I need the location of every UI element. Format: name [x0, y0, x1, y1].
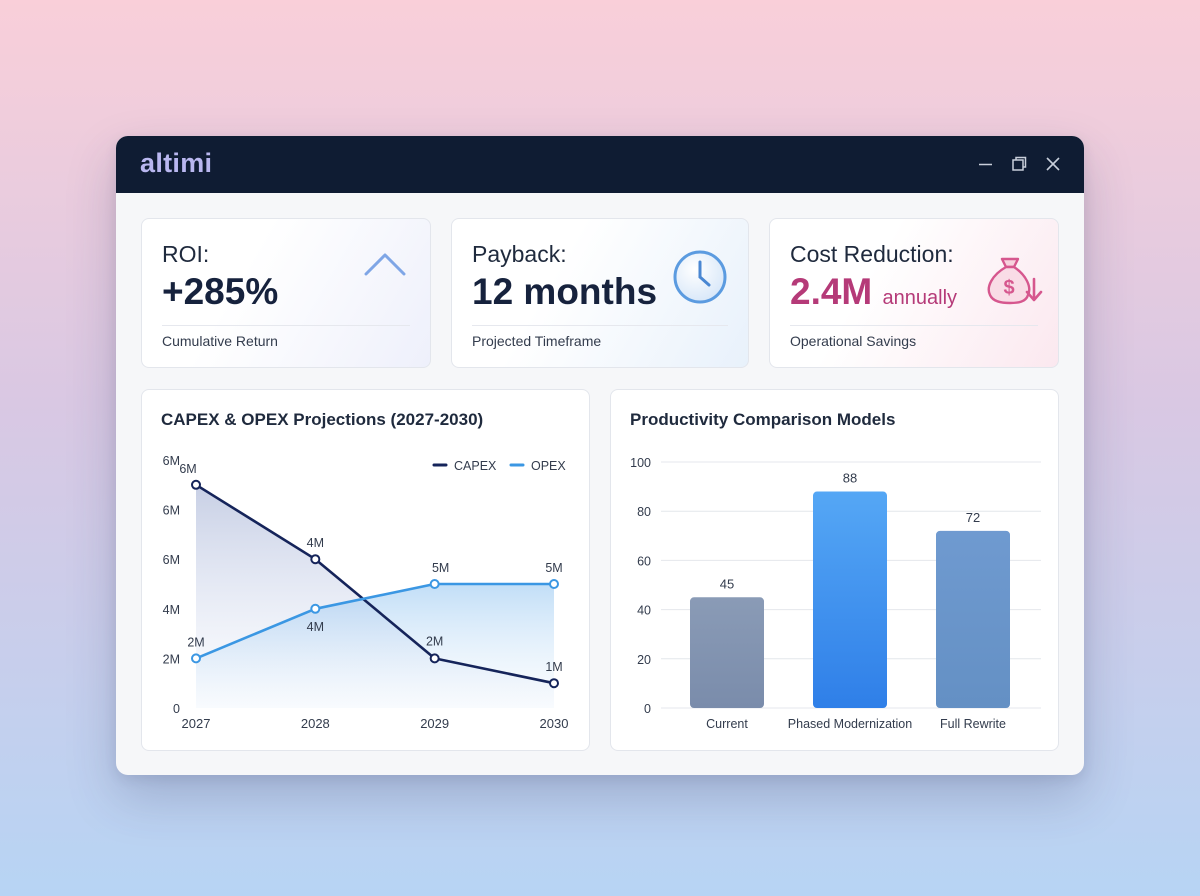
kpi-card-roi: ROI: +285% Cumulative Return [141, 218, 431, 368]
capex-data-label: 2M [426, 634, 443, 648]
x-tick-label: 2029 [420, 716, 449, 731]
x-tick-label: Full Rewrite [940, 717, 1006, 731]
x-tick-label: Current [706, 717, 748, 731]
capex-data-label: 6M [179, 462, 196, 476]
money-bag-down-icon: $ [980, 247, 1044, 314]
x-tick-label: 2030 [540, 716, 569, 731]
app-window: altimi ROI: +285% Cumulative Return Payb… [116, 136, 1084, 775]
y-tick-label: 60 [637, 554, 651, 568]
kpi-label: Payback: [472, 241, 567, 267]
y-tick-label: 6M [163, 504, 180, 518]
capex-point [310, 554, 321, 565]
kpi-subtitle: Operational Savings [790, 333, 917, 349]
bar [813, 491, 887, 708]
clock-icon [670, 247, 730, 312]
productivity-chart-card: Productivity Comparison Models 0 20 40 60 80… [610, 389, 1059, 751]
kpi-card-payback: Payback: 12 months Projected Timeframe [451, 218, 749, 368]
y-tick-label: 40 [637, 604, 651, 618]
restore-button[interactable] [1009, 154, 1029, 174]
kpi-value: 12 months [472, 271, 658, 312]
close-button[interactable] [1043, 154, 1063, 174]
x-tick-label: 2027 [182, 716, 211, 731]
x-tick-label: 2028 [301, 716, 330, 731]
bar-value-label: 72 [966, 510, 980, 525]
kpi-subtitle: Projected Timeframe [472, 333, 602, 349]
chart-title: CAPEX & OPEX Projections (2027-2030) [161, 410, 484, 429]
opex-area [196, 584, 554, 708]
capex-point [191, 479, 201, 490]
svg-text:$: $ [1003, 277, 1014, 299]
opex-data-label: 5M [545, 561, 562, 575]
y-tick-label: 100 [630, 456, 651, 470]
bar-chart: 0 20 40 60 80 100 45 Current 88 Phased Modernizat… [630, 456, 1041, 731]
capex-point [429, 653, 440, 664]
chart-title: Productivity Comparison Models [630, 410, 896, 429]
capex-line [195, 483, 555, 685]
opex-data-label: 5M [432, 561, 449, 575]
capex-data-label: 1M [545, 660, 562, 674]
kpi-value: 2.4M annually [790, 271, 957, 313]
restore-icon [1012, 156, 1027, 171]
kpi-value-suffix: annually [882, 287, 958, 309]
opex-line [195, 582, 554, 660]
capex-point [549, 678, 559, 689]
y-tick-label: 0 [173, 702, 180, 716]
minimize-button[interactable] [976, 154, 996, 174]
bar-value-label: 45 [720, 576, 734, 591]
kpi-label: ROI: [162, 241, 210, 267]
y-tick-label: 0 [644, 702, 651, 716]
opex-point [429, 579, 440, 589]
opex-data-label: 2M [187, 635, 204, 649]
arrow-up-icon [360, 249, 410, 312]
kpi-label: Cost Reduction: [790, 241, 954, 267]
y-tick-label: 4M [163, 603, 180, 617]
kpi-card-cost-reduction: Cost Reduction: 2.4M annually Operationa… [769, 218, 1059, 368]
capex-opex-chart-card: CAPEX & OPEX Projections (2027-2030) 0 2M… [141, 389, 590, 751]
divider [472, 325, 728, 326]
y-tick-label: 80 [637, 505, 651, 519]
minimize-icon [979, 163, 992, 166]
close-icon [1046, 157, 1060, 171]
title-bar: altimi [116, 136, 1084, 193]
opex-point [549, 579, 559, 589]
y-tick-label: 6M [163, 454, 180, 468]
x-tick-label: Phased Modernization [788, 717, 912, 731]
y-tick-label: 20 [637, 653, 651, 667]
bar-value-label: 88 [843, 471, 857, 486]
bar [690, 597, 764, 708]
opex-data-label: 4M [307, 620, 324, 634]
kpi-value: +285% [162, 271, 279, 312]
bar [936, 530, 1010, 708]
y-tick-label: 2M [163, 652, 180, 666]
kpi-subtitle: Cumulative Return [162, 333, 278, 349]
capex-data-label: 4M [307, 536, 324, 550]
legend-capex-label: CAPEX [454, 459, 497, 473]
divider [790, 325, 1038, 326]
y-tick-label: 6M [163, 553, 180, 567]
kpi-value-number: 2.4M [790, 271, 873, 312]
opex-point [191, 653, 201, 664]
legend-opex-label: OPEX [531, 459, 566, 473]
opex-point [310, 603, 321, 614]
divider [162, 325, 410, 326]
app-logo: altimi [140, 148, 213, 178]
